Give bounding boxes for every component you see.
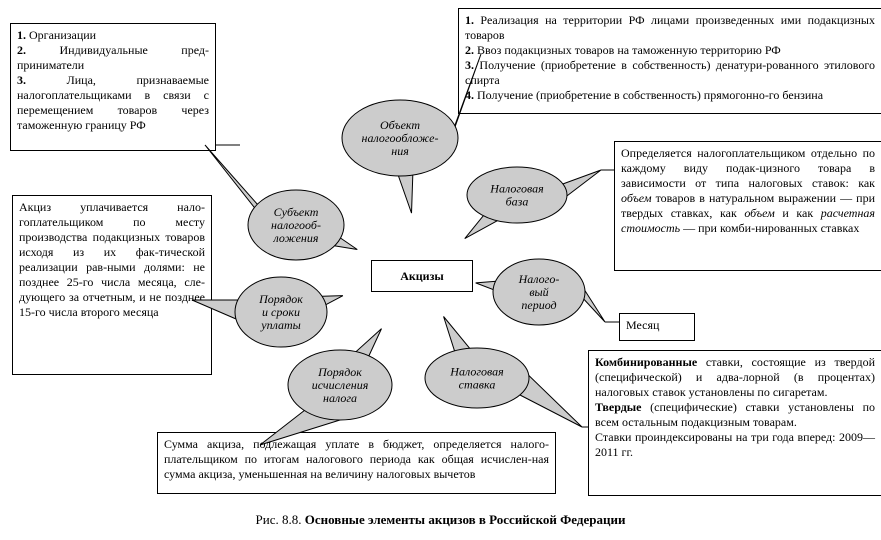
svg-text:база: база [506,195,529,209]
diagram-stage: 1. Организации2. Индивидуальные пред-при… [0,0,881,540]
bubble-base: Налоговаябаза [0,0,881,540]
caption-text: Рис. 8.8. Основные элементы акцизов в Ро… [256,512,626,527]
figure-caption: Рис. 8.8. Основные элементы акцизов в Ро… [0,512,881,528]
svg-text:Налоговая: Налоговая [489,182,544,196]
